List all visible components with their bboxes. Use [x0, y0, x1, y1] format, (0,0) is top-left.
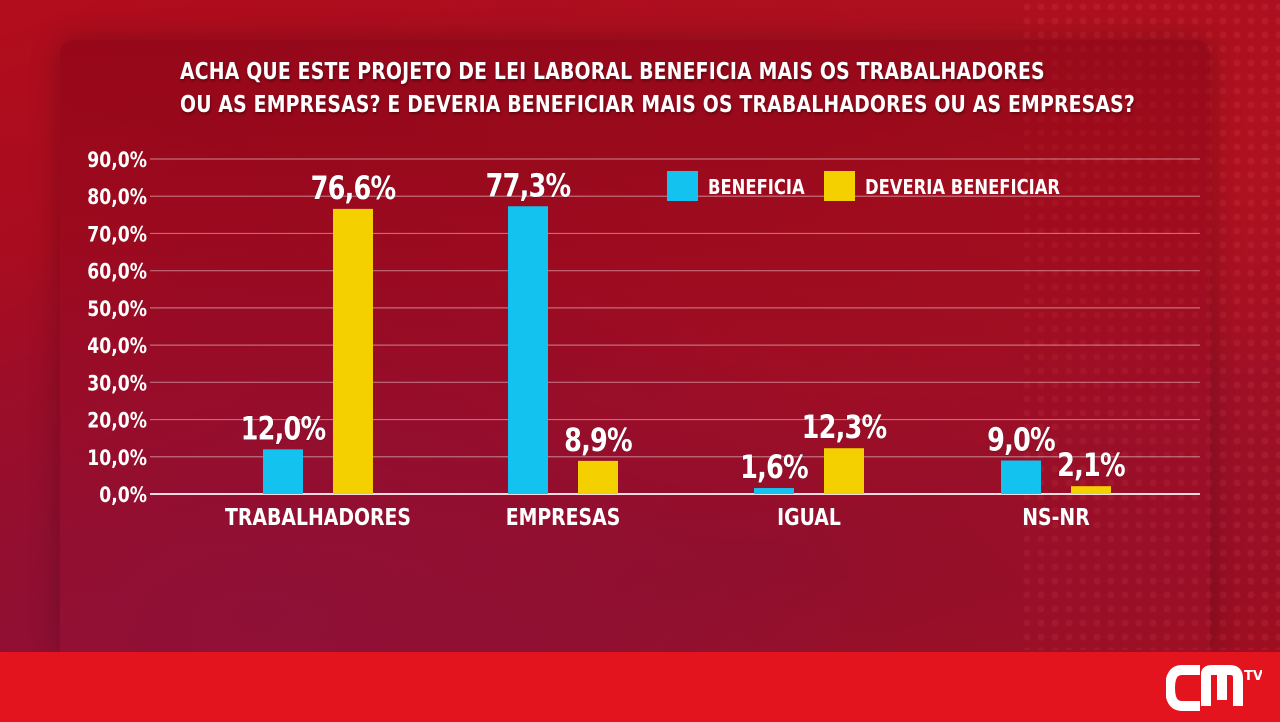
y-tick-label: 20,0%	[87, 408, 147, 433]
background-dot-pattern	[1020, 0, 1280, 650]
x-category-label: EMPRESAS	[506, 503, 621, 530]
data-label: 76,6%	[311, 169, 397, 207]
x-category-label: IGUAL	[777, 503, 841, 530]
x-category-label: NS-NR	[1022, 503, 1089, 530]
bar-deveria-beneficiar-ns-nr	[1071, 486, 1111, 494]
cmtv-logo: TV	[1166, 665, 1262, 711]
y-tick-label: 40,0%	[87, 333, 147, 358]
bar-deveria-beneficiar-igual	[824, 448, 864, 494]
bar-beneficia-igual	[754, 488, 794, 494]
data-label: 1,6%	[740, 448, 809, 486]
chart-panel	[60, 40, 1210, 652]
y-tick-label: 50,0%	[87, 296, 147, 321]
chart-title-line-1: ACHA QUE ESTE PROJETO DE LEI LABORAL BEN…	[180, 59, 1045, 85]
data-label: 9,0%	[987, 421, 1056, 459]
y-tick-label: 80,0%	[87, 185, 147, 210]
y-tick-label: 30,0%	[87, 371, 147, 396]
y-tick-label: 70,0%	[87, 222, 147, 247]
y-tick-label: 90,0%	[87, 147, 147, 172]
bar-beneficia-trabalhadores	[263, 449, 303, 494]
y-tick-label: 0,0%	[99, 482, 147, 507]
data-label: 77,3%	[486, 166, 572, 204]
bar-deveria-beneficiar-empresas	[578, 460, 618, 494]
legend-swatch-beneficia	[667, 171, 698, 201]
svg-text:TV: TV	[1244, 669, 1262, 684]
data-label: 12,3%	[802, 408, 888, 446]
data-label: 12,0%	[241, 410, 327, 448]
footer-bar	[0, 652, 1280, 722]
bar-deveria-beneficiar-trabalhadores	[333, 208, 373, 494]
bar-beneficia-ns-nr	[1001, 460, 1041, 494]
legend-swatch-deveria-beneficiar	[824, 171, 855, 201]
data-label: 2,1%	[1057, 446, 1126, 484]
y-tick-label: 60,0%	[87, 259, 147, 284]
legend-label: BENEFICIA	[708, 177, 805, 200]
y-tick-label: 10,0%	[87, 445, 147, 470]
bar-beneficia-empresas	[508, 206, 548, 494]
legend-label: DEVERIA BENEFICIAR	[865, 177, 1060, 200]
x-category-label: TRABALHADORES	[225, 503, 411, 530]
data-label: 8,9%	[564, 421, 633, 459]
